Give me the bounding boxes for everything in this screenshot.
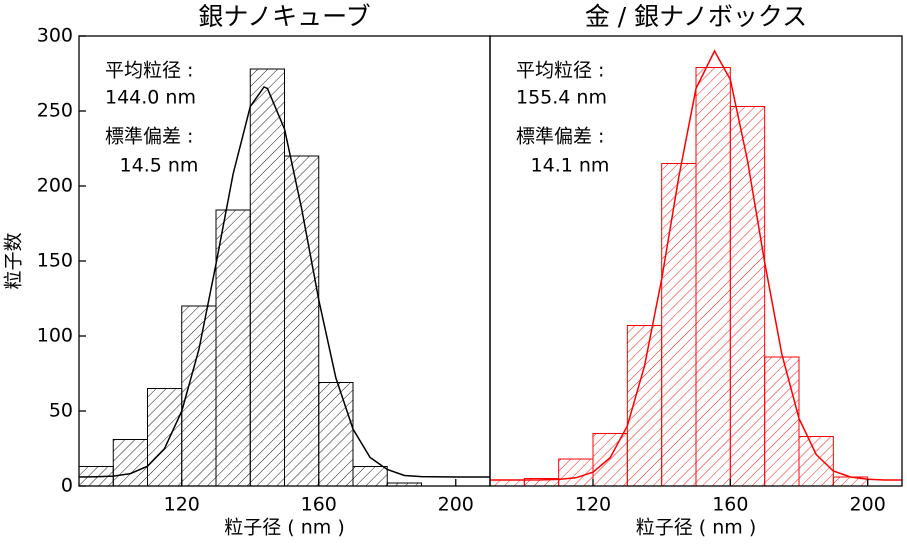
bar xyxy=(729,106,766,487)
chart-title: 銀ナノキューブ xyxy=(198,2,370,31)
annotation: 155.4 nm xyxy=(516,87,607,109)
fit-curve xyxy=(78,86,490,478)
bar xyxy=(592,433,628,487)
bar xyxy=(489,479,525,487)
bar xyxy=(558,458,594,487)
y-tick-label: 50 xyxy=(49,400,73,422)
annotation: 144.0 nm xyxy=(105,87,196,109)
bar xyxy=(249,68,285,487)
x-tick-label: 160 xyxy=(712,494,748,516)
x-tick-label: 120 xyxy=(164,494,200,516)
bar xyxy=(661,163,697,487)
y-tick-label: 0 xyxy=(61,475,73,497)
annotation: 標準偏差 : xyxy=(105,126,193,148)
annotation: 平均粒径 : xyxy=(516,60,604,82)
y-axis-label: 粒子数 xyxy=(3,232,25,289)
x-tick-label: 200 xyxy=(438,494,474,516)
y-tick-label: 150 xyxy=(37,250,73,272)
y-tick-label: 300 xyxy=(37,25,73,47)
y-tick-label: 100 xyxy=(37,325,73,347)
x-tick-label: 160 xyxy=(301,494,337,516)
x-axis-label: 粒子径 ( nm ) xyxy=(224,517,345,539)
annotation: 標準偏差 : xyxy=(516,126,604,148)
bar xyxy=(352,466,388,487)
bar xyxy=(318,382,354,487)
bar xyxy=(112,439,148,487)
annotation: 平均粒径 : xyxy=(105,60,193,82)
x-axis-label: 粒子径 ( nm ) xyxy=(636,517,757,539)
bar xyxy=(695,67,731,487)
chart-title: 金 / 銀ナノボックス xyxy=(585,2,807,31)
bar xyxy=(147,388,183,487)
y-tick-label: 250 xyxy=(37,100,73,122)
bar xyxy=(798,436,834,487)
annotation: 14.1 nm xyxy=(531,155,610,177)
fit-curve xyxy=(490,49,902,481)
bar xyxy=(215,209,251,487)
y-tick-label: 200 xyxy=(37,175,73,197)
plot-frame xyxy=(489,35,903,487)
annotation: 14.5 nm xyxy=(120,155,199,177)
bar xyxy=(764,356,800,487)
x-tick-label: 200 xyxy=(850,494,886,516)
bar xyxy=(181,305,217,487)
x-tick-label: 120 xyxy=(575,494,611,516)
